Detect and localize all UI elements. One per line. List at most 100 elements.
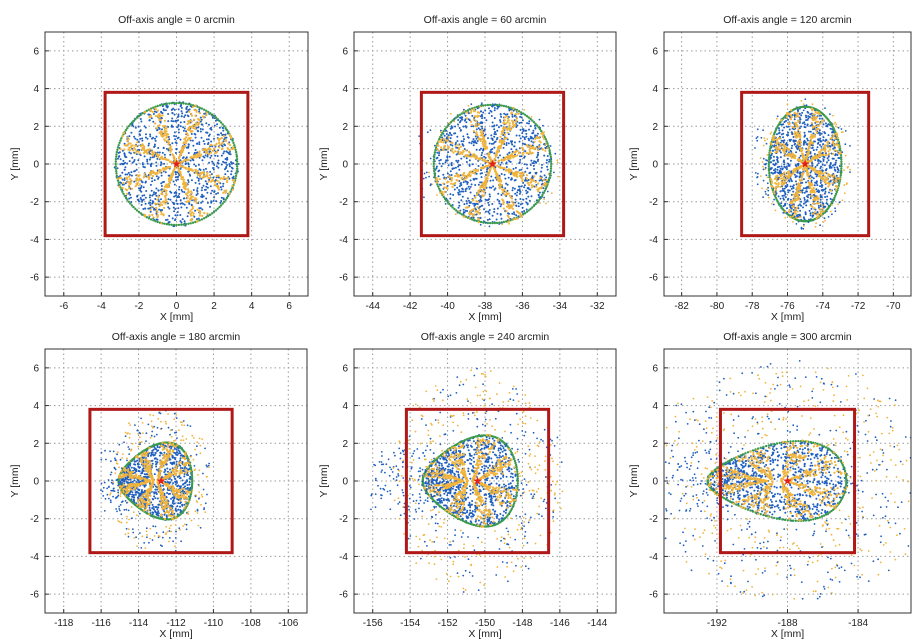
ray-point	[130, 174, 133, 177]
ray-point	[506, 183, 509, 186]
ray-point	[472, 125, 475, 128]
ray-point	[543, 189, 546, 192]
ray-point	[145, 190, 148, 192]
ray-point	[160, 222, 163, 225]
ray-point	[160, 182, 163, 185]
ray-point	[182, 141, 186, 145]
ray-point	[482, 158, 485, 161]
ray-point	[805, 159, 808, 162]
ray-point	[451, 185, 454, 188]
ray-point	[470, 183, 473, 186]
ray-point	[466, 216, 470, 219]
ray-point	[478, 212, 481, 215]
ray-point	[815, 120, 818, 123]
ray-point	[212, 162, 215, 165]
ray-point	[803, 218, 806, 221]
ray-point	[462, 125, 465, 128]
ray-point	[466, 210, 469, 212]
ray-point	[213, 196, 216, 199]
ray-point	[201, 186, 204, 189]
ray-point	[454, 150, 457, 153]
x-tick-label: -2	[134, 301, 143, 312]
ray-point	[138, 200, 140, 203]
ray-point	[811, 144, 814, 147]
ray-point	[505, 182, 508, 185]
ray-point	[805, 119, 808, 122]
ray-point	[488, 212, 491, 215]
ray-point	[121, 178, 124, 181]
ray-point	[126, 162, 129, 165]
ray-point	[120, 176, 123, 179]
ray-point	[199, 175, 202, 178]
ray-point	[432, 160, 435, 163]
ray-point	[152, 113, 155, 115]
ray-point	[502, 121, 505, 124]
ray-point	[174, 171, 177, 174]
ray-point	[464, 206, 468, 209]
ray-point	[190, 179, 193, 182]
ray-point	[499, 119, 501, 122]
ray-point	[500, 141, 503, 144]
ray-point	[815, 182, 818, 185]
y-tick-label: 6	[33, 46, 39, 57]
ray-point	[149, 204, 152, 206]
ray-point	[503, 159, 506, 162]
ray-point	[488, 209, 491, 211]
ray-point	[130, 131, 133, 134]
ray-point	[449, 193, 452, 196]
chart-title: Off-axis angle = 0 arcmin	[118, 14, 235, 26]
ray-point	[165, 127, 168, 130]
ray-point	[209, 127, 212, 130]
ray-point	[469, 185, 472, 188]
ray-point	[469, 155, 473, 158]
ray-point	[141, 137, 144, 140]
ray-point	[164, 198, 167, 201]
ray-point	[154, 172, 157, 175]
ray-point	[206, 138, 208, 141]
ray-point	[114, 167, 118, 170]
ray-point	[463, 110, 466, 113]
ray-point	[125, 156, 128, 159]
ray-point	[549, 169, 552, 173]
ray-point	[840, 169, 843, 172]
ray-point	[127, 142, 130, 145]
ray-point	[538, 128, 542, 131]
ray-point	[790, 150, 793, 153]
ray-point	[196, 105, 199, 109]
ray-point	[154, 137, 156, 140]
ray-point	[813, 125, 817, 128]
ray-point	[815, 117, 818, 120]
ray-point	[497, 146, 501, 149]
ray-point	[196, 208, 199, 211]
ray-point	[160, 174, 163, 177]
ray-point	[829, 148, 832, 151]
ray-point	[819, 134, 821, 136]
ray-point	[126, 139, 129, 142]
ray-point	[493, 107, 496, 109]
y-tick-label: -6	[30, 273, 39, 284]
ray-point	[126, 192, 129, 195]
ray-point	[781, 187, 784, 190]
ray-point	[837, 169, 840, 172]
ray-point	[233, 144, 236, 147]
ray-point	[185, 111, 188, 114]
ray-point	[446, 139, 449, 142]
ray-point	[472, 138, 475, 141]
ray-point	[481, 204, 484, 207]
ray-point	[520, 185, 523, 188]
ray-point	[799, 154, 802, 157]
ray-point	[512, 167, 515, 170]
ray-point	[822, 143, 825, 146]
ray-point	[550, 162, 553, 166]
ray-point	[227, 130, 230, 134]
ray-point	[502, 202, 505, 206]
ray-point	[183, 183, 186, 186]
y-tick-label: -6	[339, 273, 348, 284]
ray-point	[121, 171, 124, 174]
ray-point	[509, 106, 512, 110]
ray-point	[806, 139, 809, 142]
ray-point	[213, 163, 216, 166]
ray-point	[500, 203, 503, 206]
ray-point	[801, 191, 804, 194]
ray-point	[810, 207, 813, 210]
